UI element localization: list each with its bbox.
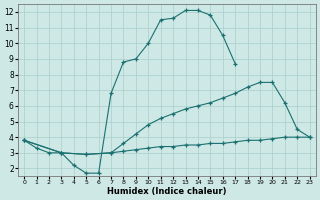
X-axis label: Humidex (Indice chaleur): Humidex (Indice chaleur) (107, 187, 227, 196)
